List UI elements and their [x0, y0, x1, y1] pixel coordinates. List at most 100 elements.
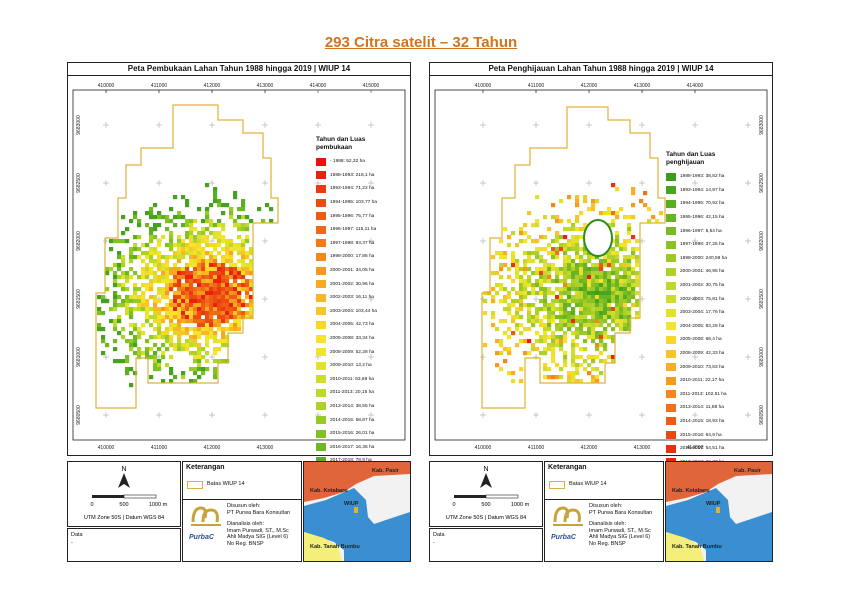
right-legend-item: 2008-2009: 42,33 ha: [666, 347, 746, 361]
left-legend-item: 2001-2002: 30,96 ha: [316, 277, 396, 291]
legend-label: 2017-2018: 78,9 ha: [330, 458, 372, 463]
tick-label: 412000: [204, 445, 221, 451]
legend-swatch: [316, 334, 326, 343]
map-panel-left: Peta Pembukaan Lahan Tahun 1988 hingga 2…: [67, 62, 411, 479]
svg-text:Kab. Pasir: Kab. Pasir: [734, 468, 762, 474]
right-legend-item: 2000-2001: 46,95 ha: [666, 265, 746, 279]
legend-label: 2002-2003: 75,81 ha: [680, 296, 725, 302]
tick-label: 9682000: [76, 231, 82, 251]
legend-label: 1998-2000: 17,86 ha: [330, 254, 375, 260]
left-legend-item: 2004-2005: 42,73 ha: [316, 318, 396, 332]
legend-label: 2013-2014: 11,88 ha: [680, 405, 724, 411]
legend-swatch: [666, 335, 676, 344]
map-title-right: Peta Penghijauan Lahan Tahun 1988 hingga…: [430, 63, 772, 76]
left-legend-item: 2017-2018: 78,9 ha: [316, 454, 396, 468]
tick-label: 9681000: [759, 347, 765, 367]
legend-label: 2010-2011: 22,17 ha: [680, 378, 724, 384]
legend-swatch: [666, 444, 676, 453]
legend-label: 1993-1994: 14,97 ha: [680, 187, 725, 193]
svg-text:0: 0: [90, 502, 93, 508]
left-legend-item: 2011-2013: 20,15 ha: [316, 386, 396, 400]
svg-text:0: 0: [452, 502, 455, 508]
legend-swatch: [666, 390, 676, 399]
legend-label: 2015-2016: 64,9 ha: [680, 432, 722, 438]
svg-text:500: 500: [119, 502, 128, 508]
legend-label: 1993-1994: 71,22 ha: [330, 186, 375, 192]
svg-text:Kab. Tanah Bumbu: Kab. Tanah Bumbu: [310, 544, 360, 550]
tick-label: 412000: [581, 83, 598, 89]
tick-label: 9682500: [759, 173, 765, 193]
tick-label: 414000: [310, 83, 327, 89]
map-canvas-left[interactable]: 410000 411000 412000 413000 414000 415000 410…: [68, 63, 410, 455]
right-legend-item: 2001-2002: 30,75 ha: [666, 279, 746, 293]
tick-label: 414000: [687, 445, 704, 451]
north-arrow-icon: [118, 473, 130, 488]
svg-text:500: 500: [481, 502, 490, 508]
legend-label: 2002-2003: 16,11 ha: [330, 295, 374, 301]
right-legend-item: 2011-2013: 102,51 ha: [666, 388, 746, 402]
legend-label: 2011-2013: 20,15 ha: [330, 390, 374, 396]
legend-swatch: [316, 171, 326, 180]
svg-text:UTM Zone 50S | Datum WGS 84: UTM Zone 50S | Datum WGS 84: [446, 515, 526, 521]
inset-map-canvas-left[interactable]: Kab. Pasir Kab. Kotabaru WIUP Kab. Tanah…: [304, 462, 410, 561]
legend-label: 1996-1997: 5,54 ha: [680, 228, 722, 234]
left-legend-item: 2010-2011: 63,69 ha: [316, 373, 396, 387]
legend-title-right: Tahun dan Luas penghijauan: [666, 151, 716, 166]
right-legend-item: 2013-2014: 11,88 ha: [666, 401, 746, 415]
tick-label: 413000: [634, 83, 651, 89]
left-legend-item: 2008-2009: 52,28 ha: [316, 345, 396, 359]
left-legend-item: 2003-2004: 103,44 ha: [316, 305, 396, 319]
tick-label: 9682000: [759, 231, 765, 251]
legend-label: 1996-1997: 115,11 ha: [330, 227, 377, 233]
left-legend-item: 1988-1993: 218,1 ha: [316, 169, 396, 183]
legend-swatch: [666, 240, 676, 249]
batas-swatch-right: [549, 481, 565, 489]
tick-label: 410000: [475, 83, 492, 89]
tick-label: 413000: [257, 445, 274, 451]
tick-label: 410000: [98, 445, 115, 451]
tick-label: 411000: [528, 83, 545, 89]
tick-label: 413000: [634, 445, 651, 451]
scale-box-right: N 0 500 1000 m UTM Zone 50S | Datum WGS …: [429, 461, 543, 527]
legend-swatch: [316, 348, 326, 357]
legend-label: 2001-2002: 30,96 ha: [330, 281, 375, 287]
tick-label: 414000: [687, 83, 704, 89]
legend-label: 1998-2000: 240,59 ha: [680, 255, 727, 261]
left-legend-item: 1993-1994: 71,22 ha: [316, 182, 396, 196]
right-legend-item: 2014-2015: 18,93 ha: [666, 415, 746, 429]
wiup-boundary-right: [481, 106, 666, 409]
map-canvas-right[interactable]: 410000 411000 412000 413000 414000 410000 411…: [430, 63, 772, 455]
tick-label: 411000: [151, 83, 168, 89]
right-legend-item: 1998-2000: 240,59 ha: [666, 252, 746, 266]
tick-label: 9681500: [759, 289, 765, 309]
left-legend-item: 2005-2008: 33,34 ha: [316, 332, 396, 346]
keterangan-box-left: Keterangan Batas WIUP 14 PurbaC Disusun …: [182, 461, 302, 562]
legend-swatch: [316, 456, 326, 465]
keterangan-box-right: Keterangan Batas WIUP 14 PurbaC Disusun …: [544, 461, 664, 562]
svg-text:WIUP: WIUP: [706, 501, 721, 507]
left-legend-item: 2015-2016: 26,01 ha: [316, 427, 396, 441]
legend-swatch: [316, 293, 326, 302]
legend-swatch: [666, 417, 676, 426]
svg-text:N: N: [483, 466, 488, 473]
right-legend-item: 2015-2016: 64,9 ha: [666, 428, 746, 442]
legend-label: 2005-2008: 66,4 ha: [680, 337, 722, 343]
tick-label: 9681500: [76, 289, 82, 309]
legend-swatch: [666, 403, 676, 412]
legend-label: 1995-1996: 42,15 ha: [680, 215, 725, 221]
legend-label: 2004-2005: 83,29 ha: [680, 323, 725, 329]
tick-label: 9680500: [759, 405, 765, 425]
legend-swatch: [666, 186, 676, 195]
svg-text:1000 m: 1000 m: [511, 502, 530, 508]
inset-map-canvas-right[interactable]: Kab. Pasir Kab. Kotabaru WIUP Kab. Tanah…: [666, 462, 772, 561]
tick-label: 9683000: [759, 115, 765, 135]
page-title: 293 Citra satelit – 32 Tahun: [324, 34, 518, 51]
legend-swatch: [666, 172, 676, 181]
legend-swatch: [666, 431, 676, 440]
legend-swatch: [316, 239, 326, 248]
legend-swatch: [316, 252, 326, 261]
left-legend-item: 1996-1997: 115,11 ha: [316, 223, 396, 237]
legend-swatch: [316, 402, 326, 411]
legend-swatch: [316, 280, 326, 289]
legend-swatch: [666, 363, 676, 372]
